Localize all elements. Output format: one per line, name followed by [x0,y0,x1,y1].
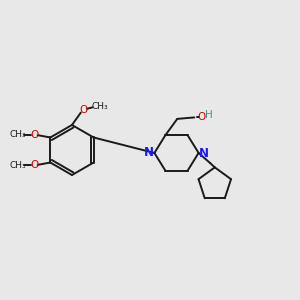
Text: CH₃: CH₃ [91,102,108,111]
Text: CH₃: CH₃ [9,130,26,139]
Text: H: H [205,110,212,120]
Text: CH₃: CH₃ [9,161,26,170]
Text: N: N [199,147,209,160]
Text: O: O [198,112,206,122]
Text: O: O [79,105,87,115]
Text: N: N [144,146,154,159]
Text: O: O [31,130,39,140]
Text: O: O [31,160,39,170]
